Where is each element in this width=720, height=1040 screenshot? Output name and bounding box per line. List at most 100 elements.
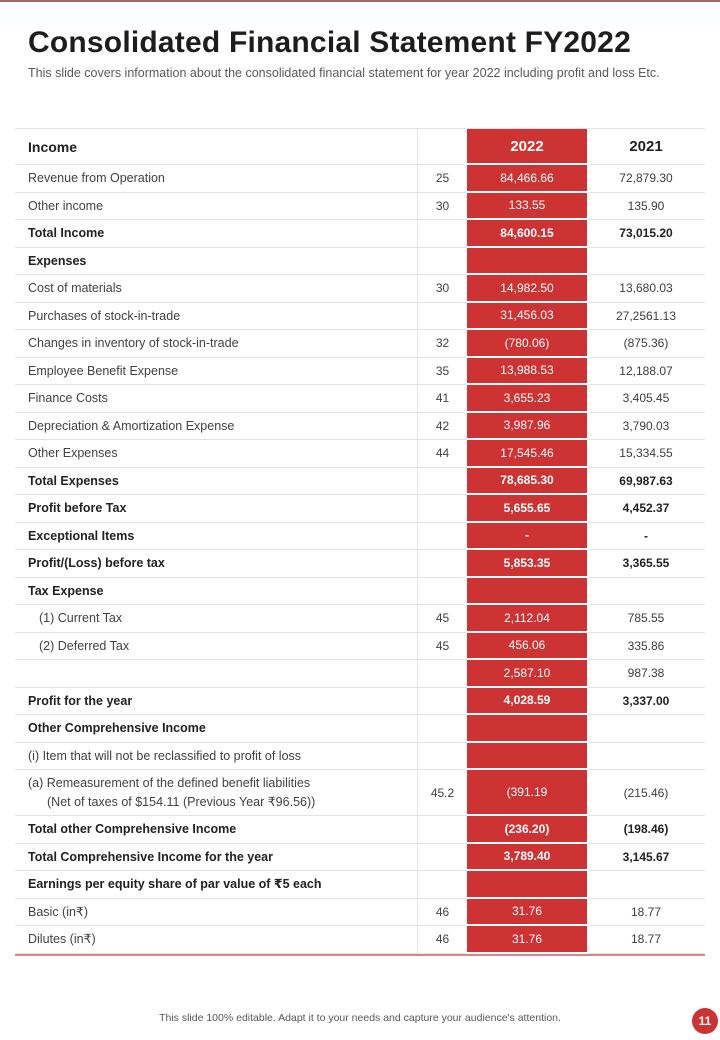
table-row: Expenses	[15, 247, 705, 275]
row-label: Basic (in₹)	[15, 898, 418, 926]
table-row: Profit before Tax 5,655.65 4,452.37	[15, 495, 705, 523]
row-value-2021: 3,145.67	[587, 844, 705, 871]
row-value-2021: 18.77	[587, 899, 705, 926]
table-row: Earnings per equity share of par value o…	[15, 871, 705, 899]
row-value-2022: 17,545.46	[467, 440, 587, 468]
row-label: Revenue from Operation	[15, 165, 418, 193]
row-label: Finance Costs	[15, 385, 418, 413]
table-row: (1) Current Tax 45 2,112.04 785.55	[15, 605, 705, 633]
row-value-2022: 31.76	[467, 898, 587, 926]
row-note-number	[418, 816, 467, 844]
row-label: Profit for the year	[15, 687, 418, 715]
row-note-number: 46	[418, 899, 467, 926]
row-value-2021	[587, 871, 705, 899]
row-note-number	[418, 578, 467, 605]
row-value-2022: 84,600.15	[467, 220, 587, 248]
row-value-2021: 18.77	[587, 926, 705, 954]
row-value-2022: (780.06)	[467, 330, 587, 358]
row-value-2021	[587, 248, 705, 275]
row-note-number	[418, 523, 467, 550]
table-row: Changes in inventory of stock-in-trade 32…	[15, 330, 705, 358]
row-value-2022: 13,988.53	[467, 357, 587, 385]
row-label	[15, 660, 418, 688]
row-label: Total Comprehensive Income for the year	[15, 843, 418, 871]
row-value-2022: 78,685.30	[467, 467, 587, 495]
row-value-2022: 456.06	[467, 632, 587, 660]
row-value-2022: 84,466.66	[467, 165, 587, 193]
table-row: Dilutes (in₹) 46 31.76 18.77	[15, 926, 705, 954]
table-row: (2) Deferred Tax 45 456.06 335.86	[15, 632, 705, 660]
row-note-number	[418, 495, 467, 523]
row-value-2022: 2,587.10	[467, 660, 587, 688]
row-value-2021: 15,334.55	[587, 440, 705, 468]
row-note-number: 42	[418, 413, 467, 440]
table-row: Profit/(Loss) before tax 5,853.35 3,365.55	[15, 550, 705, 578]
row-value-2021: 72,879.30	[587, 165, 705, 193]
page-title: Consolidated Financial Statement FY2022	[28, 26, 631, 59]
financial-statement-table: Income 2022 2021 Revenue from Operation 2…	[15, 128, 705, 956]
row-value-2021: (198.46)	[587, 816, 705, 844]
row-value-2021	[587, 743, 705, 770]
row-value-2021: 12,188.07	[587, 358, 705, 385]
row-label: (i) Item that will not be reclassified t…	[15, 742, 418, 770]
row-label: Exceptional Items	[15, 522, 418, 550]
row-value-2021: (215.46)	[587, 770, 705, 816]
table-row: Other income 30 133.55 135.90	[15, 192, 705, 220]
row-value-2022: (391.19	[467, 770, 587, 816]
row-value-2022	[467, 742, 587, 770]
row-value-2022: 2,112.04	[467, 605, 587, 633]
row-label: (a) Remeasurement of the defined benefit…	[15, 770, 418, 816]
row-note-number: 41	[418, 385, 467, 413]
row-label: (1) Current Tax	[15, 605, 418, 633]
row-value-2022	[467, 577, 587, 605]
table-row: Revenue from Operation 25 84,466.66 72,879.…	[15, 165, 705, 193]
table-row: Exceptional Items - -	[15, 522, 705, 550]
footer-note: This slide 100% editable. Adapt it to yo…	[159, 1012, 561, 1024]
row-note-number	[418, 743, 467, 770]
row-value-2021: 785.55	[587, 605, 705, 633]
row-note-number: 45.2	[418, 770, 467, 816]
header-note-column	[418, 129, 467, 165]
row-note-number	[418, 220, 467, 248]
row-label: Employee Benefit Expense	[15, 357, 418, 385]
row-note-number	[418, 660, 467, 688]
table-row: Total other Comprehensive Income (236.20)…	[15, 816, 705, 844]
row-value-2021: 3,790.03	[587, 413, 705, 440]
row-value-2022: 31.76	[467, 926, 587, 954]
row-value-2021: -	[587, 523, 705, 550]
row-value-2022: 5,853.35	[467, 550, 587, 578]
row-value-2021	[587, 578, 705, 605]
row-value-2021: 3,337.00	[587, 688, 705, 715]
top-strip	[0, 2, 720, 24]
row-value-2022: 3,987.96	[467, 412, 587, 440]
table-row: Other Expenses 44 17,545.46 15,334.55	[15, 440, 705, 468]
row-value-2021: (875.36)	[587, 330, 705, 358]
row-note-number	[418, 688, 467, 715]
row-label: Profit before Tax	[15, 495, 418, 523]
row-note-number	[418, 715, 467, 743]
row-label: Other Comprehensive Income	[15, 715, 418, 743]
row-label: Purchases of stock-in-trade	[15, 302, 418, 330]
table-row: (i) Item that will not be reclassified t…	[15, 742, 705, 770]
row-note-number	[418, 303, 467, 330]
row-note-number: 44	[418, 440, 467, 468]
row-label: (2) Deferred Tax	[15, 632, 418, 660]
row-value-2021: 73,015.20	[587, 220, 705, 248]
table-row: Finance Costs 41 3,655.23 3,405.45	[15, 385, 705, 413]
row-value-2022: 3,655.23	[467, 385, 587, 413]
table-row: Basic (in₹) 46 31.76 18.77	[15, 898, 705, 926]
table-header-row: Income 2022 2021	[15, 129, 705, 165]
table-row: 2,587.10 987.38	[15, 660, 705, 688]
row-note-number: 30	[418, 275, 467, 303]
row-label: Earnings per equity share of par value o…	[15, 871, 418, 899]
row-note-number	[418, 248, 467, 275]
row-value-2021: 3,365.55	[587, 550, 705, 578]
table-row: Depreciation & Amortization Expense 42 3,9…	[15, 412, 705, 440]
table-body: Revenue from Operation 25 84,466.66 72,879.…	[15, 165, 705, 954]
row-label: Cost of materials	[15, 275, 418, 303]
row-value-2022	[467, 871, 587, 899]
top-accent-bar	[0, 0, 720, 2]
row-value-2022: 14,982.50	[467, 275, 587, 303]
row-value-2022: 133.55	[467, 192, 587, 220]
row-note-number: 45	[418, 605, 467, 633]
